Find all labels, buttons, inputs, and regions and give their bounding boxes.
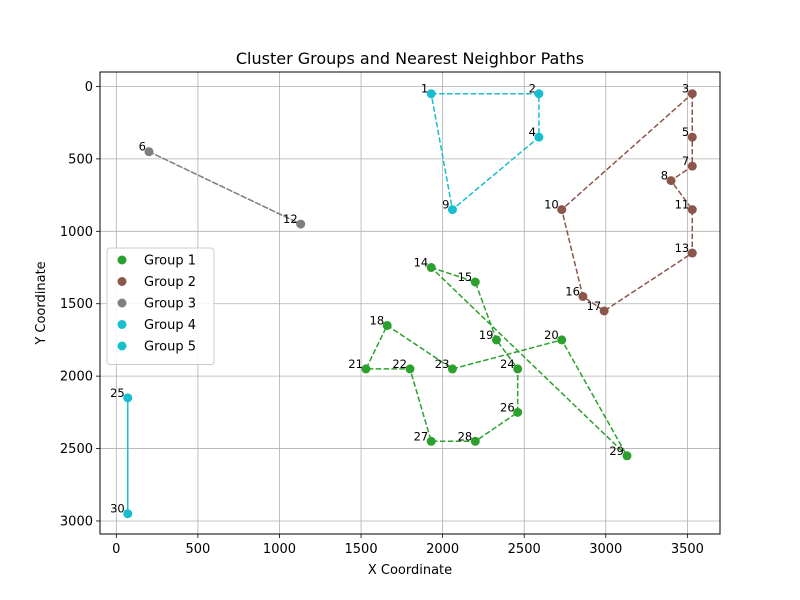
x-tick-label: 2000 [426, 542, 459, 557]
y-tick-label: 500 [68, 152, 93, 167]
point-label: 6 [139, 140, 146, 154]
point-label: 7 [682, 154, 689, 168]
point-label: 18 [370, 313, 385, 327]
point-label: 16 [565, 284, 580, 298]
group-2-point [687, 248, 697, 258]
point-label: 29 [609, 444, 624, 458]
y-tick-label: 2500 [60, 442, 93, 457]
group-1-point [491, 335, 501, 345]
group-2-path [560, 93, 694, 312]
x-axis-label: X Coordinate [368, 563, 452, 578]
group-4-point [534, 132, 544, 142]
y-tick-label: 1000 [60, 225, 93, 240]
point-label: 12 [283, 212, 298, 226]
chart-title: Cluster Groups and Nearest Neighbor Path… [236, 49, 584, 68]
group-1-point [447, 364, 457, 374]
group-3-point [144, 147, 154, 157]
group-4-point [534, 89, 544, 99]
group-1-point [513, 364, 523, 374]
group-1-point [557, 335, 567, 345]
group-1-point [622, 451, 632, 461]
group-2-point [599, 306, 609, 316]
point-label: 22 [392, 357, 407, 371]
y-tick-label: 3000 [60, 514, 93, 529]
group-2-point [687, 89, 697, 99]
point-label: 27 [414, 429, 429, 443]
legend-label: Group 5 [144, 340, 196, 355]
point-label: 15 [458, 270, 473, 284]
group-1-point [470, 436, 480, 446]
point-label: 1 [421, 82, 428, 96]
legend-marker [117, 277, 127, 286]
x-tick-label: 1000 [263, 542, 296, 557]
point-label: 20 [544, 328, 559, 342]
point-label: 13 [675, 241, 690, 255]
group-1-point [513, 407, 523, 417]
grid-lines [100, 72, 720, 534]
y-tick-label: 2000 [60, 370, 93, 385]
legend-box [106, 247, 215, 365]
group-2-point [557, 205, 567, 215]
group-4-point [447, 205, 457, 215]
point-label: 25 [110, 386, 125, 400]
x-tick-label: 2500 [508, 542, 541, 557]
y-tick-label: 1500 [60, 297, 93, 312]
point-label: 23 [435, 357, 450, 371]
group-1-point [361, 364, 371, 374]
legend-marker [117, 255, 127, 265]
point-label: 9 [442, 198, 449, 212]
legend-marker [117, 320, 127, 329]
x-axis-ticks: 0 500 1000 1500 2000 2500 3000 3500 [112, 534, 704, 557]
point-label: 21 [348, 357, 363, 371]
x-tick-label: 3500 [671, 542, 704, 557]
group-5-point [123, 509, 133, 519]
group-1-path [364, 266, 628, 457]
group-2-point [666, 176, 676, 186]
group-2-point [687, 205, 697, 215]
point-label: 30 [110, 502, 125, 516]
group-3-point [296, 219, 306, 229]
point-label: 3 [682, 82, 689, 96]
point-label: 17 [587, 299, 602, 313]
legend-marker [117, 298, 127, 308]
y-axis-ticks: 0 500 1000 1500 2000 2500 3000 [60, 80, 100, 529]
x-tick-label: 0 [112, 542, 120, 557]
legend-label: Group 2 [144, 275, 196, 290]
legend-label: Group 3 [144, 297, 196, 312]
point-label: 24 [500, 357, 515, 371]
group-2-point [687, 132, 697, 142]
point-label: 28 [458, 429, 473, 443]
group-5-point [123, 393, 133, 403]
point-label: 8 [661, 169, 668, 183]
point-label: 19 [479, 328, 494, 342]
point-label: 10 [544, 198, 559, 212]
group-4-point [426, 89, 436, 99]
group-1-point [426, 263, 436, 273]
group-2-point [687, 161, 697, 171]
y-tick-label: 0 [85, 80, 93, 95]
x-tick-label: 3000 [589, 542, 622, 557]
legend-label: Group 1 [144, 254, 196, 269]
point-label: 4 [529, 125, 536, 139]
point-label: 14 [414, 256, 429, 270]
point-label: 2 [529, 82, 536, 96]
group-1-point [426, 436, 436, 446]
x-tick-label: 1500 [345, 542, 378, 557]
plot-frame [99, 71, 721, 535]
legend-marker [117, 341, 127, 351]
group-1-point [382, 320, 392, 330]
group-2-point [578, 291, 588, 301]
point-label: 26 [500, 400, 515, 414]
point-label: 5 [682, 125, 689, 139]
legend: Group 1 Group 2 Group 3 Group 4 Group 5 [106, 247, 215, 365]
group-1-point [470, 277, 480, 287]
y-axis-label: Y Coordinate [34, 261, 49, 345]
data-points [123, 89, 697, 519]
point-label: 11 [675, 198, 690, 212]
group-1-point [405, 364, 415, 374]
x-tick-label: 500 [185, 542, 210, 557]
legend-label: Group 4 [144, 318, 196, 333]
